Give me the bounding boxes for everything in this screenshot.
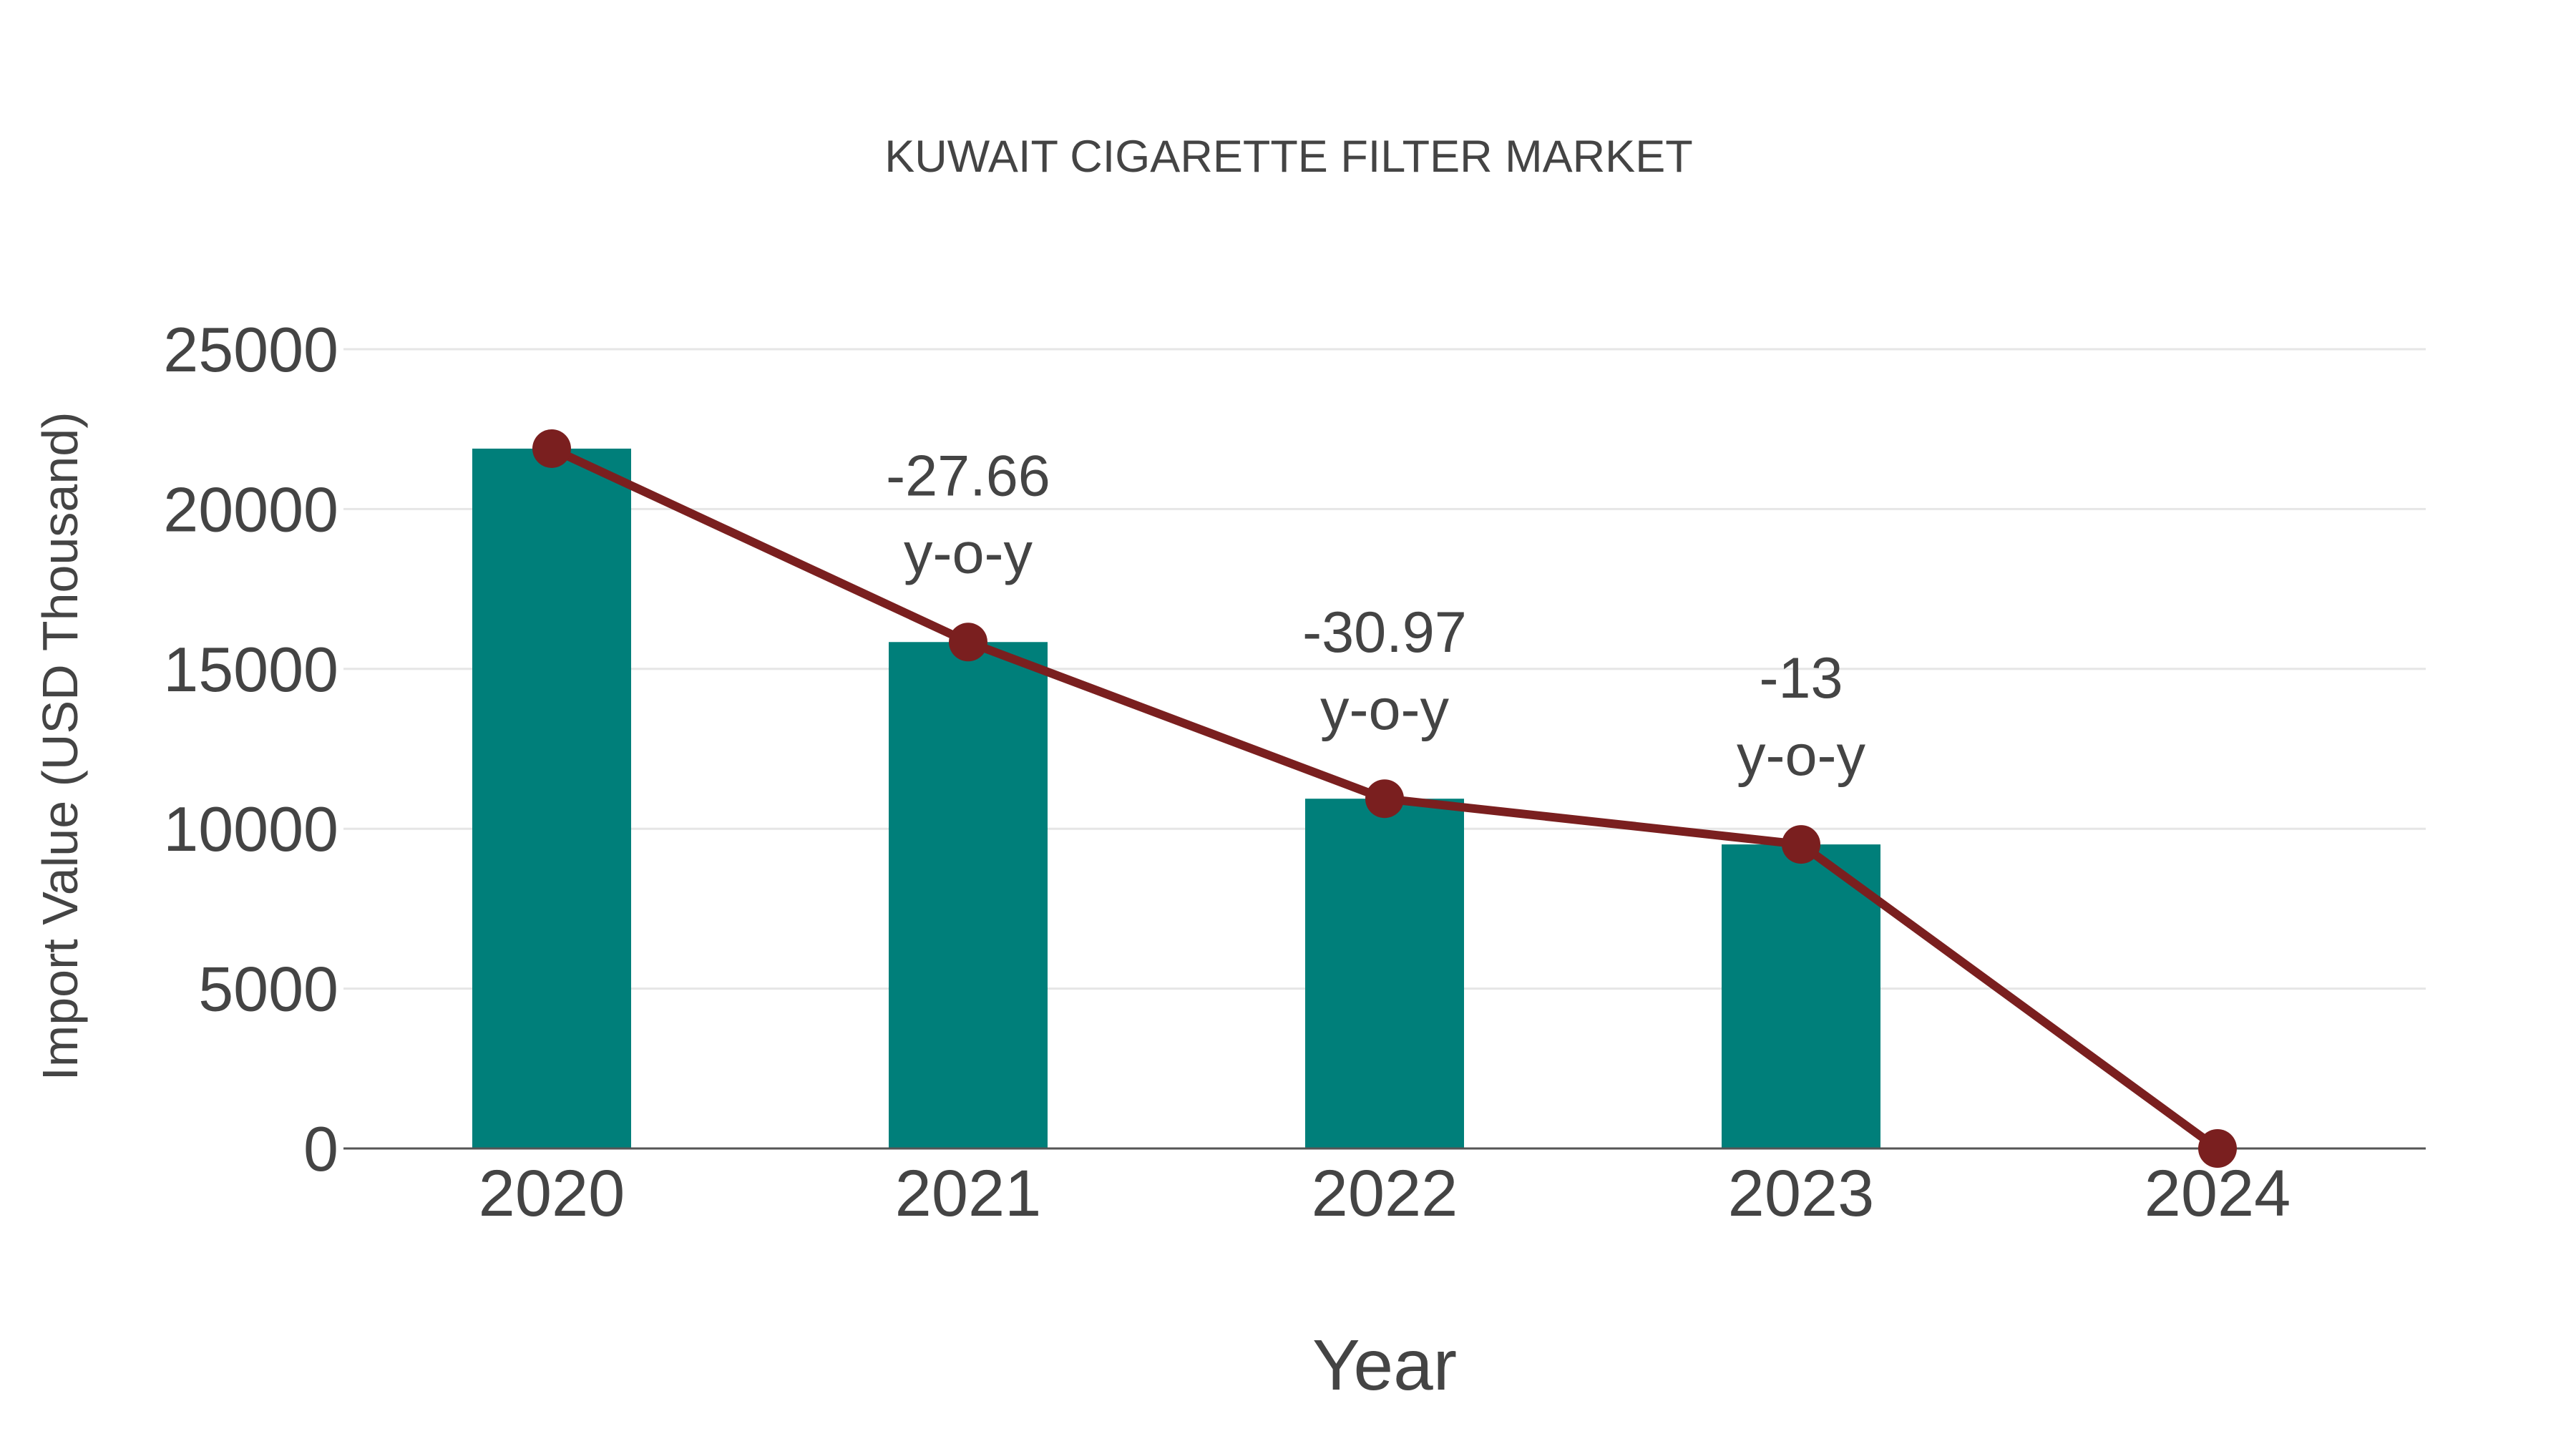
x-axis-ticks: 2020 2021 2022 2023 2024 — [479, 1157, 2291, 1230]
y-tick-label: 20000 — [163, 474, 338, 545]
trend-marker — [1365, 779, 1404, 819]
yoy-suffix-label: y-o-y — [1320, 678, 1449, 742]
bar-2021 — [889, 642, 1048, 1148]
trend-marker — [949, 623, 987, 662]
bar-2022 — [1305, 799, 1464, 1148]
x-tick-label: 2022 — [1312, 1157, 1458, 1230]
y-tick-label: 0 — [303, 1113, 338, 1184]
yoy-value-label: -30.97 — [1302, 600, 1467, 665]
yoy-suffix-label: y-o-y — [1737, 723, 1865, 788]
x-axis-title: Year — [1312, 1325, 1457, 1405]
yoy-suffix-label: y-o-y — [904, 521, 1033, 585]
y-tick-label: 15000 — [163, 634, 338, 705]
bars — [472, 448, 1880, 1148]
x-tick-label: 2021 — [895, 1157, 1042, 1230]
yoy-annotations: -27.66 y-o-y -30.97 y-o-y -13 y-o-y — [886, 444, 1865, 788]
yoy-value-label: -27.66 — [886, 444, 1050, 508]
y-tick-label: 5000 — [198, 954, 338, 1025]
x-tick-label: 2024 — [2145, 1157, 2291, 1230]
x-tick-label: 2020 — [479, 1157, 625, 1230]
yoy-value-label: -13 — [1759, 646, 1843, 711]
y-tick-label: 10000 — [163, 794, 338, 864]
x-tick-label: 2023 — [1728, 1157, 1875, 1230]
bar-2023 — [1722, 844, 1880, 1148]
trend-marker — [2198, 1129, 2237, 1168]
bar-2020 — [472, 448, 631, 1148]
trend-marker — [532, 429, 571, 468]
chart-title: KUWAIT CIGARETTE FILTER MARKET — [884, 132, 1692, 182]
trend-line — [532, 429, 2237, 1168]
y-tick-label: 25000 — [163, 314, 338, 385]
trend-marker — [1782, 825, 1820, 864]
y-axis-ticks: 0 5000 10000 15000 20000 25000 — [163, 314, 338, 1184]
y-axis-title: Import Value (USD Thousand) — [32, 411, 88, 1080]
